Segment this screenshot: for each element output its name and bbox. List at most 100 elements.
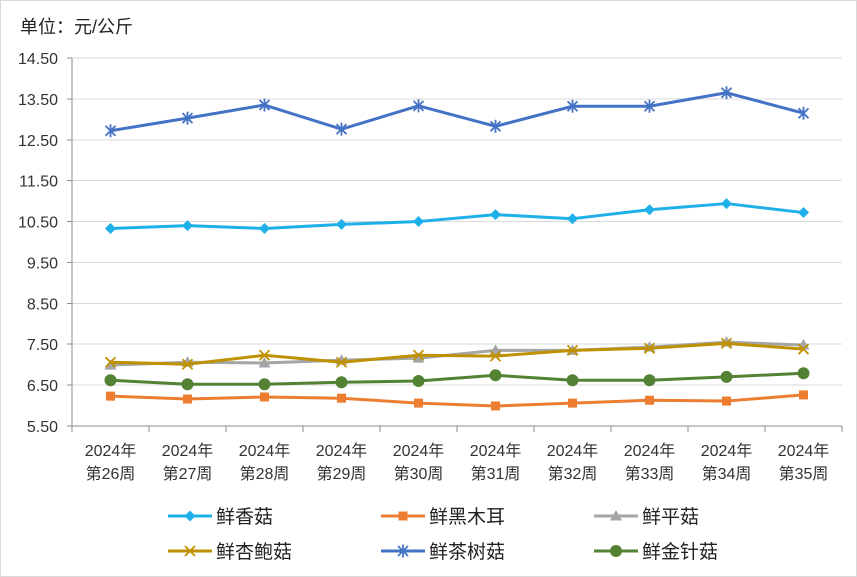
legend-item: 鲜平菇 — [594, 506, 699, 528]
data-point-marker — [489, 119, 502, 133]
marker-stroke — [104, 356, 117, 368]
data-point-marker — [412, 352, 425, 363]
marker-stroke — [258, 349, 271, 361]
legend-label: 鲜茶树菇 — [429, 541, 505, 563]
marker-stroke — [335, 356, 348, 368]
legend-item: 鲜金针菇 — [594, 541, 718, 563]
data-point-marker — [797, 343, 810, 355]
gridlines — [72, 57, 842, 386]
marker-stroke — [489, 350, 502, 362]
data-point-marker — [337, 393, 346, 403]
data-point-marker — [720, 337, 733, 350]
x-tick-label: 2024年 — [470, 442, 522, 460]
legend-label: 鲜香菇 — [216, 506, 273, 528]
legend-marker — [610, 510, 622, 521]
legend-item: 鲜杏鲍菇 — [168, 541, 292, 563]
x-tick-label: 第34周 — [702, 465, 752, 483]
y-tick-label: 8.50 — [27, 296, 58, 313]
series-4 — [104, 337, 810, 370]
data-point-marker — [568, 398, 577, 408]
data-point-marker — [182, 220, 193, 232]
data-point-marker — [720, 370, 733, 383]
x-tick-label: 第29周 — [317, 465, 367, 483]
data-point-marker — [490, 209, 501, 221]
x-tick-label: 2024年 — [624, 442, 676, 460]
data-point-marker — [566, 99, 579, 113]
data-point-marker — [566, 344, 579, 356]
legend-label: 鲜金针菇 — [642, 541, 718, 563]
y-tick-label: 12.50 — [18, 133, 58, 150]
data-point-marker — [258, 98, 271, 112]
x-tick-label: 第26周 — [86, 465, 136, 483]
data-point-marker — [489, 369, 502, 382]
legend-marker — [184, 545, 196, 557]
data-point-marker — [181, 378, 194, 391]
series-line — [109, 202, 805, 231]
data-point-marker — [798, 207, 809, 219]
legend-marker — [398, 511, 408, 521]
x-tick-label: 第35周 — [779, 465, 829, 483]
series-1 — [105, 198, 809, 235]
series-line — [109, 341, 805, 366]
x-tick-label: 2024年 — [239, 442, 291, 460]
legend-label: 鲜平菇 — [642, 506, 699, 528]
series-line — [109, 371, 805, 386]
x-tick-label: 第33周 — [625, 465, 675, 483]
data-point-marker — [797, 367, 810, 380]
marker-stroke — [720, 337, 733, 350]
data-point-marker — [566, 374, 579, 387]
y-tick-label: 11.50 — [19, 174, 58, 191]
data-point-marker — [643, 342, 656, 354]
marker-stroke — [797, 343, 810, 355]
legend-label: 鲜黑木耳 — [429, 506, 505, 528]
x-tick-label: 2024年 — [701, 442, 753, 460]
legend-item: 鲜香菇 — [168, 506, 273, 528]
legend-item: 鲜黑木耳 — [381, 506, 505, 528]
x-tick-label: 2024年 — [547, 442, 599, 460]
data-point-marker — [567, 213, 578, 225]
legend-marker — [397, 544, 409, 558]
data-point-marker — [722, 396, 731, 406]
y-tick-label: 13.50 — [18, 92, 58, 109]
y-tick-label: 5.50 — [27, 419, 58, 436]
axes — [67, 57, 843, 432]
marker-stroke — [566, 344, 579, 356]
x-tick-label: 第27周 — [163, 465, 213, 483]
data-point-marker — [104, 374, 117, 387]
x-tick-label: 2024年 — [85, 442, 137, 460]
marker-stroke — [643, 342, 656, 354]
data-point-marker — [413, 216, 424, 228]
marker-stroke — [181, 358, 194, 370]
data-point-marker — [799, 390, 808, 400]
data-point-marker — [491, 401, 500, 411]
marker-stroke — [184, 545, 196, 557]
x-tick-label: 2024年 — [162, 442, 214, 460]
series-line — [109, 91, 805, 133]
data-point-marker — [644, 204, 655, 216]
legend-marker — [184, 510, 196, 522]
series-5 — [104, 86, 810, 138]
series-layer — [104, 86, 810, 411]
data-point-marker — [104, 356, 117, 368]
data-point-marker — [335, 356, 348, 368]
data-point-marker — [104, 359, 117, 370]
series-line — [109, 393, 805, 408]
data-point-marker — [181, 358, 194, 370]
marker-stroke — [412, 349, 425, 361]
data-point-marker — [258, 357, 271, 368]
legend-item: 鲜茶树菇 — [381, 541, 505, 563]
data-point-marker — [643, 374, 656, 387]
y-tick-label: 14.50 — [18, 51, 58, 68]
x-tick-label: 第32周 — [548, 465, 598, 483]
data-point-marker — [336, 218, 347, 230]
y-tick-label: 10.50 — [18, 215, 58, 232]
data-point-marker — [797, 106, 810, 120]
data-point-marker — [106, 391, 115, 401]
data-point-marker — [412, 99, 425, 113]
data-point-marker — [645, 395, 654, 405]
legend-marker — [610, 545, 622, 557]
data-point-marker — [181, 111, 194, 125]
y-tick-label: 6.50 — [27, 378, 58, 395]
